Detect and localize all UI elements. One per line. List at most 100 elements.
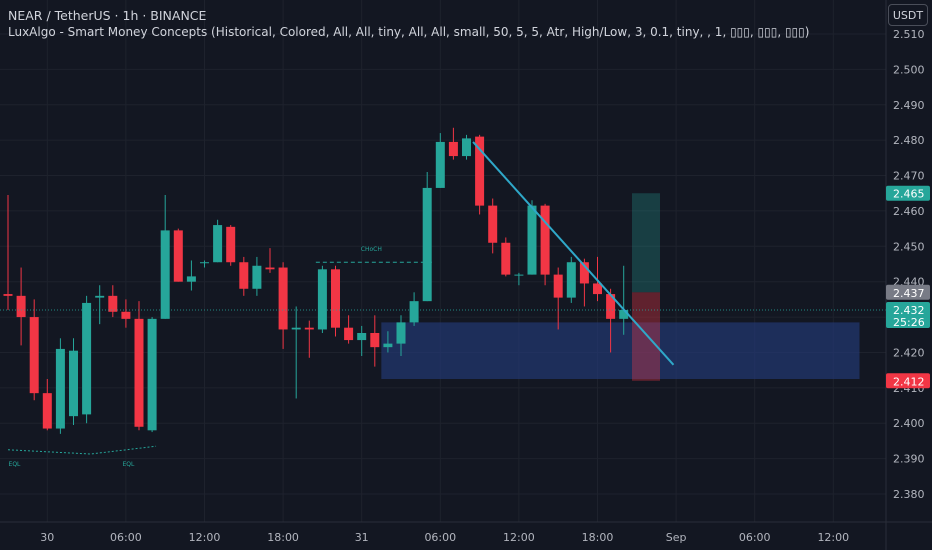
candle-body bbox=[462, 138, 471, 157]
price-tick-label: 2.500 bbox=[893, 63, 925, 76]
choch-label: CHoCH bbox=[361, 246, 382, 253]
stop-price-tag: 2.412 bbox=[886, 373, 930, 389]
time-tick-label: Sep bbox=[666, 531, 687, 544]
candle-body bbox=[566, 262, 576, 298]
candle bbox=[3, 195, 13, 310]
candle bbox=[239, 256, 249, 296]
entry-price-tag: 2.437 bbox=[886, 284, 930, 300]
candle-body bbox=[82, 302, 92, 415]
candle-body bbox=[317, 269, 327, 330]
candle bbox=[121, 299, 131, 328]
candle bbox=[383, 331, 393, 353]
time-tick-label: 12:00 bbox=[817, 531, 849, 544]
time-tick-label: 30 bbox=[40, 531, 54, 544]
candle bbox=[147, 317, 157, 433]
candle-body bbox=[501, 242, 511, 275]
candle bbox=[278, 262, 288, 349]
candle bbox=[409, 292, 419, 326]
candle-body bbox=[488, 205, 498, 243]
currency-button[interactable]: USDT bbox=[888, 4, 928, 26]
time-tick-label: 06:00 bbox=[110, 531, 142, 544]
candle-body bbox=[69, 350, 78, 417]
candle-body bbox=[278, 267, 288, 330]
chart-overlays: CHoCH EQL EQL bbox=[0, 141, 886, 468]
chart-grid bbox=[0, 0, 886, 522]
candle bbox=[619, 265, 629, 335]
price-tick-label: 2.480 bbox=[893, 134, 925, 147]
candle bbox=[344, 315, 354, 344]
candle bbox=[226, 225, 236, 266]
position-target-zone bbox=[632, 193, 660, 293]
price-tick-label: 2.380 bbox=[893, 488, 925, 501]
candle-body bbox=[200, 262, 209, 264]
candle bbox=[317, 265, 327, 333]
current-price-tag-text: 2.432 bbox=[893, 304, 925, 317]
candle bbox=[200, 260, 209, 268]
candle bbox=[370, 315, 380, 367]
candle-body bbox=[475, 136, 485, 206]
candle bbox=[16, 267, 26, 346]
candlestick-series bbox=[3, 127, 629, 434]
symbol-legend[interactable]: NEAR / TetherUS · 1h · BINANCE bbox=[8, 8, 207, 23]
target-price-tag-bg bbox=[886, 185, 930, 201]
chart-zones bbox=[381, 193, 860, 381]
time-tick-label: 18:00 bbox=[267, 531, 299, 544]
candle bbox=[488, 198, 498, 254]
price-tick-label: 2.400 bbox=[893, 417, 925, 430]
candle-body bbox=[514, 274, 524, 276]
candle bbox=[134, 301, 144, 431]
stop-price-tag-text: 2.412 bbox=[893, 375, 925, 388]
price-tick-label: 2.390 bbox=[893, 453, 925, 466]
price-tick-label: 2.460 bbox=[893, 205, 925, 218]
candle bbox=[422, 172, 432, 302]
candle bbox=[553, 267, 563, 330]
indicator-legend[interactable]: LuxAlgo - Smart Money Concepts (Historic… bbox=[8, 25, 810, 39]
candle-body bbox=[29, 317, 39, 394]
candle-body bbox=[265, 267, 275, 270]
candle-body bbox=[579, 262, 589, 284]
candle bbox=[357, 325, 367, 356]
candle-body bbox=[344, 327, 354, 341]
candle bbox=[265, 248, 275, 273]
candle-body bbox=[527, 205, 537, 275]
demand-zone bbox=[381, 322, 860, 379]
time-axis-bg bbox=[0, 522, 886, 550]
candle-body bbox=[121, 311, 131, 319]
candle-body bbox=[226, 226, 236, 263]
candle-body bbox=[606, 294, 616, 319]
candle-body bbox=[540, 205, 550, 275]
candle-body bbox=[396, 322, 406, 344]
candle bbox=[291, 306, 301, 399]
time-tick-label: 31 bbox=[355, 531, 369, 544]
time-tick-label: 18:00 bbox=[582, 531, 614, 544]
candle-body bbox=[409, 301, 419, 323]
candle-body bbox=[186, 276, 196, 282]
candle-body bbox=[3, 294, 13, 296]
candle-body bbox=[553, 274, 563, 298]
candle bbox=[435, 133, 445, 188]
candle bbox=[42, 379, 52, 431]
candle-body bbox=[383, 343, 393, 348]
price-tick-label: 2.450 bbox=[893, 240, 925, 253]
eql-label: EQL bbox=[9, 461, 22, 468]
candle bbox=[108, 285, 118, 318]
eql-line bbox=[7, 445, 157, 455]
candle-body bbox=[593, 283, 602, 295]
entry-price-tag-bg bbox=[886, 284, 930, 300]
candle bbox=[606, 288, 616, 353]
stop-price-tag-bg bbox=[886, 373, 930, 389]
candle bbox=[252, 256, 262, 296]
candle-body bbox=[213, 225, 223, 263]
price-axis[interactable]: 2.5102.5002.4902.4802.4702.4602.4502.440… bbox=[886, 0, 932, 550]
price-tick-label: 2.490 bbox=[893, 99, 925, 112]
candle bbox=[95, 285, 105, 325]
time-tick-label: 06:00 bbox=[739, 531, 771, 544]
candle bbox=[173, 228, 183, 282]
candle bbox=[304, 320, 314, 358]
trend-line bbox=[472, 141, 675, 366]
